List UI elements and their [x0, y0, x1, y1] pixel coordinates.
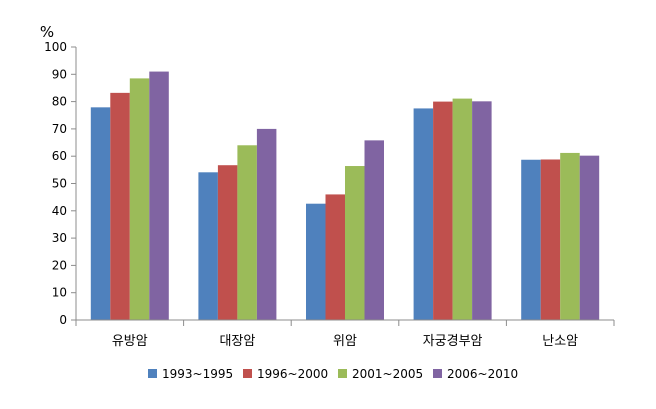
y-tick-label: 70 [52, 122, 67, 136]
bar [217, 165, 238, 320]
legend-label: 2006~2010 [447, 367, 518, 381]
legend-swatch [338, 369, 347, 378]
y-tick-label: 80 [52, 95, 67, 109]
bar [256, 128, 277, 320]
legend-label: 2001~2005 [352, 367, 423, 381]
y-tick-label: 10 [52, 286, 67, 300]
legend-swatch [433, 369, 442, 378]
legend-label: 1993~1995 [162, 367, 233, 381]
bar [149, 71, 169, 320]
category-label: 대장암 [219, 334, 255, 349]
bar [413, 108, 434, 320]
y-tick-label: 30 [52, 231, 67, 245]
category-label: 자궁경부암 [423, 334, 483, 349]
bar [90, 107, 111, 320]
y-tick-label: 40 [52, 204, 67, 218]
bar [364, 140, 384, 320]
legend: 1993~1995 1996~2000 2001~2005 2006~2010 [148, 367, 518, 381]
legend-item: 1996~2000 [243, 367, 328, 381]
y-axis-ticks: 0 10 20 30 40 50 60 70 80 90 100 [44, 40, 76, 327]
bar [540, 159, 561, 320]
bar [433, 101, 453, 320]
y-tick-label: 50 [52, 177, 67, 191]
legend-swatch [243, 369, 252, 378]
y-tick-label: 90 [52, 67, 67, 81]
category-labels: 유방암 대장암 위암 자궁경부암 난소암 [112, 334, 578, 349]
legend-item: 2006~2010 [433, 367, 518, 381]
bar-group [306, 140, 384, 320]
legend-item: 1993~1995 [148, 367, 233, 381]
bar [345, 166, 365, 320]
y-axis-unit-label: % [40, 23, 54, 41]
legend-swatch [148, 369, 157, 378]
bar-group [521, 152, 600, 320]
bar [452, 98, 473, 320]
bar [198, 172, 218, 320]
category-label: 유방암 [112, 334, 148, 349]
bar [521, 159, 541, 320]
axes [75, 47, 615, 326]
legend-label: 1996~2000 [257, 367, 328, 381]
bar [560, 152, 580, 320]
bar [325, 194, 345, 320]
y-tick-label: 0 [59, 313, 67, 327]
bar [110, 92, 130, 320]
y-tick-label: 60 [52, 149, 67, 163]
bar [472, 101, 492, 321]
bar-group [198, 128, 277, 320]
bar-group [90, 71, 169, 321]
y-tick-label: 20 [52, 258, 67, 272]
bar-groups [90, 71, 600, 321]
category-label: 난소암 [542, 334, 578, 349]
legend-item: 2001~2005 [338, 367, 423, 381]
bar [306, 203, 326, 320]
bar [579, 155, 600, 320]
y-tick-label: 100 [44, 40, 67, 54]
category-label: 위암 [333, 334, 357, 349]
bar [237, 145, 257, 320]
bar-group [413, 98, 492, 321]
bar [129, 78, 150, 321]
